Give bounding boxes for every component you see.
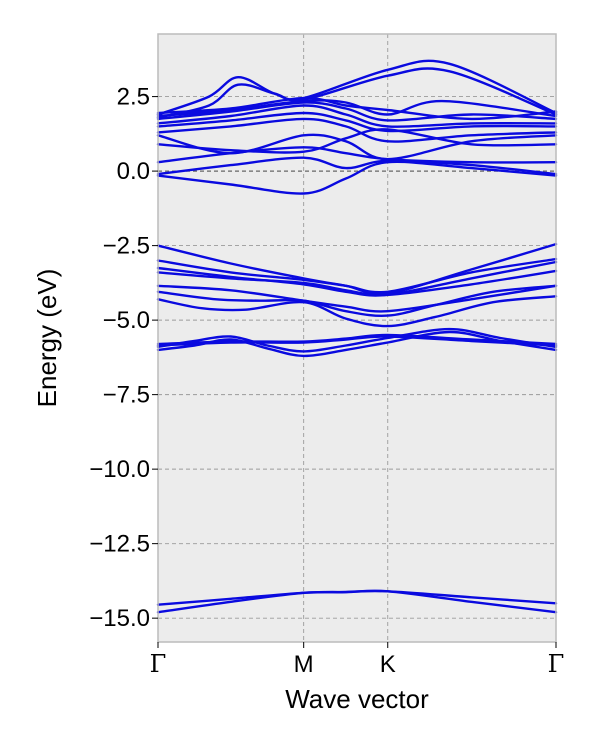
- y-tick-label: −5.0: [103, 307, 150, 334]
- band-line-11: [156, 260, 558, 297]
- y-tick-label: 0.0: [117, 158, 150, 185]
- band-line-18: [156, 133, 558, 161]
- band-line-2: [156, 589, 558, 614]
- y-tick-label: −2.5: [103, 233, 150, 260]
- y-tick-label: −15.0: [89, 605, 150, 632]
- band-line-19: [156, 117, 558, 143]
- y-tick-label: −12.5: [89, 531, 150, 558]
- band-line-26: [156, 96, 558, 121]
- band-lines: [156, 59, 558, 614]
- y-axis-label: Energy (eV): [32, 269, 62, 408]
- y-tick-label: −10.0: [89, 456, 150, 483]
- band-line-15: [156, 156, 558, 176]
- band-line-14: [156, 160, 558, 195]
- band-line-13: [156, 242, 558, 296]
- band-line-22: [156, 101, 558, 122]
- band-line-20: [156, 111, 558, 133]
- band-line-6: [156, 333, 558, 346]
- plot-frame: [157, 33, 557, 643]
- band-line-8: [156, 284, 558, 318]
- y-tick-label: 2.5: [117, 84, 150, 111]
- x-tick-label: M: [294, 651, 314, 678]
- band-line-9: [156, 284, 558, 313]
- band-line-17: [156, 128, 558, 154]
- x-tick-label: Γ: [150, 650, 167, 678]
- x-axis-label: Wave vector: [285, 684, 429, 714]
- band-line-21: [156, 104, 558, 128]
- band-line-7: [156, 295, 558, 328]
- y-tick-labels: 2.5 0.0 −2.5 −5.0 −7.5 −10.0 −12.5 −15.0: [89, 84, 158, 632]
- band-line-23: [156, 99, 558, 118]
- x-tick-label: Γ: [548, 650, 565, 678]
- band-line-25: [156, 67, 558, 119]
- y-tick-label: −7.5: [103, 382, 150, 409]
- band-line-4: [156, 327, 558, 353]
- x-tick-label: K: [380, 651, 396, 678]
- band-line-10: [156, 269, 558, 297]
